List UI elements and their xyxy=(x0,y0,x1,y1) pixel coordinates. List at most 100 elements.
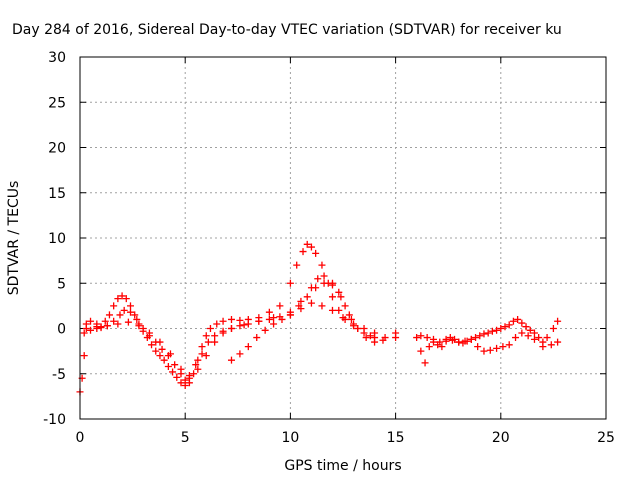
data-point xyxy=(202,352,210,360)
data-point xyxy=(227,315,235,323)
data-point xyxy=(320,272,328,280)
data-point xyxy=(126,302,134,310)
data-point xyxy=(160,356,168,364)
data-point xyxy=(166,350,174,358)
data-point xyxy=(455,338,463,346)
data-point xyxy=(413,334,421,342)
data-point xyxy=(518,329,526,337)
data-point xyxy=(345,311,353,319)
data-point xyxy=(236,322,244,330)
data-point xyxy=(499,343,507,351)
data-point xyxy=(554,317,562,325)
x-tick-label: 20 xyxy=(492,430,510,446)
data-point xyxy=(265,315,273,323)
data-point xyxy=(392,334,400,342)
data-point xyxy=(505,341,513,349)
data-point xyxy=(276,302,284,310)
data-point xyxy=(194,365,202,373)
data-point xyxy=(493,326,501,334)
data-point xyxy=(417,332,425,340)
data-point xyxy=(114,295,122,303)
data-point xyxy=(211,332,219,340)
data-point xyxy=(371,334,379,342)
data-point xyxy=(103,322,111,330)
data-point xyxy=(82,325,90,332)
data-point xyxy=(124,318,132,326)
x-tick-label: 15 xyxy=(387,430,405,446)
data-point xyxy=(312,284,320,292)
data-point xyxy=(194,356,202,364)
data-point xyxy=(501,323,509,331)
data-point xyxy=(148,341,156,349)
data-point xyxy=(339,314,347,322)
data-point xyxy=(530,329,538,337)
data-point xyxy=(448,336,456,344)
data-point xyxy=(177,365,185,373)
data-point xyxy=(547,341,555,349)
data-point xyxy=(219,317,227,325)
data-point xyxy=(126,308,134,316)
data-point xyxy=(474,343,482,351)
data-point xyxy=(173,373,181,381)
data-point xyxy=(476,332,484,340)
data-point xyxy=(177,379,185,387)
data-point xyxy=(171,361,179,369)
data-point xyxy=(312,249,320,257)
data-point xyxy=(493,344,501,352)
data-point xyxy=(152,347,160,355)
data-point xyxy=(295,302,303,310)
data-point xyxy=(335,288,343,296)
data-point xyxy=(293,261,301,269)
chart-title: Day 284 of 2016, Sidereal Day-to-day VTE… xyxy=(12,22,562,38)
data-point xyxy=(190,370,198,378)
data-point xyxy=(543,334,551,342)
data-point xyxy=(265,308,273,316)
data-point xyxy=(135,322,143,330)
data-point xyxy=(114,320,122,328)
data-point xyxy=(484,329,492,337)
data-point xyxy=(366,332,374,340)
data-point xyxy=(110,302,118,310)
data-point xyxy=(530,335,538,343)
data-point xyxy=(122,295,130,303)
data-point xyxy=(480,347,488,355)
data-point xyxy=(299,248,307,256)
data-point xyxy=(480,330,488,338)
data-point xyxy=(156,338,164,346)
data-point xyxy=(118,292,126,300)
data-point xyxy=(133,315,141,323)
data-point xyxy=(307,243,315,251)
data-point xyxy=(512,334,520,342)
data-point xyxy=(350,322,358,330)
data-point xyxy=(429,335,437,343)
data-point xyxy=(192,361,200,369)
data-point xyxy=(204,338,212,346)
data-point xyxy=(423,334,431,342)
y-tick-label: 25 xyxy=(48,95,66,111)
data-points xyxy=(76,240,562,396)
data-point xyxy=(116,311,124,319)
y-tick-label: 10 xyxy=(48,231,66,247)
data-point xyxy=(206,325,214,332)
data-point xyxy=(97,324,105,332)
data-point xyxy=(261,326,269,334)
data-point xyxy=(554,338,562,346)
data-point xyxy=(139,325,147,332)
data-point xyxy=(198,350,206,358)
data-point xyxy=(417,347,425,355)
data-point xyxy=(244,343,252,351)
data-point xyxy=(303,293,311,301)
data-point xyxy=(236,350,244,358)
data-point xyxy=(120,306,128,314)
data-point xyxy=(318,261,326,269)
data-point xyxy=(425,343,433,351)
data-point xyxy=(211,338,219,346)
y-tick-label: -5 xyxy=(52,367,66,383)
data-point xyxy=(535,334,543,342)
data-point xyxy=(307,299,315,307)
data-point xyxy=(198,343,206,351)
data-point xyxy=(80,352,88,360)
data-point xyxy=(181,376,189,384)
data-point xyxy=(158,345,166,353)
